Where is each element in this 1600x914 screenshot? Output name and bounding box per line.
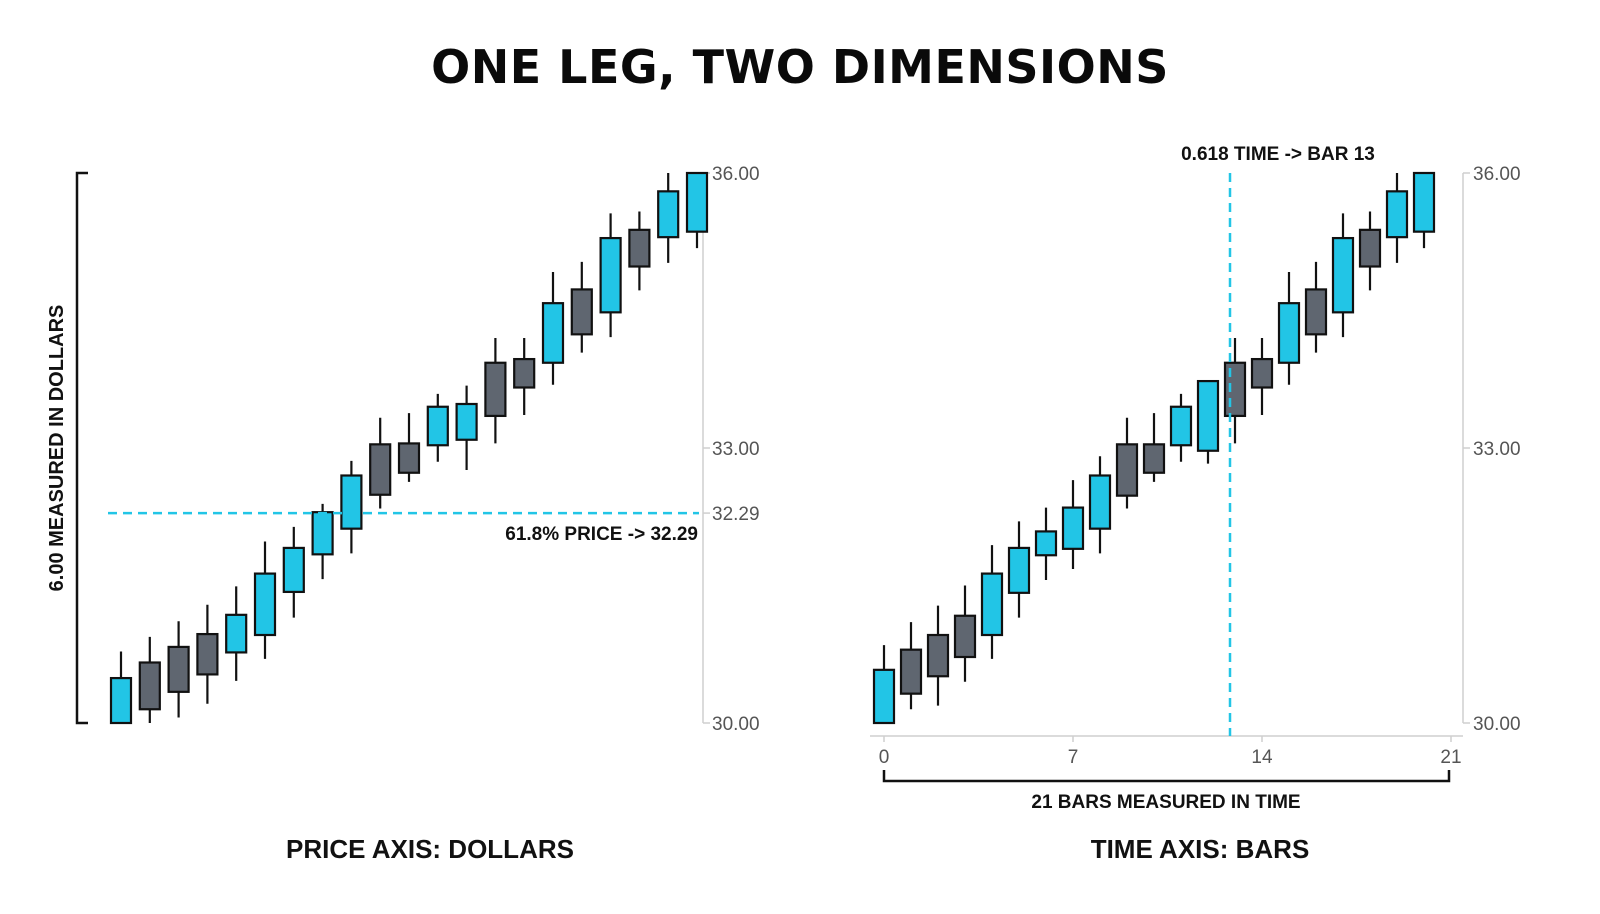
right-panel-candle-body (1061, 506, 1085, 550)
time-x-tick-label: 21 (1440, 747, 1461, 768)
right-panel-candle-body (1007, 546, 1031, 594)
left-panel-y-tick-label: 32.29 (712, 504, 760, 525)
left-panel-candle-body (513, 357, 536, 389)
left-panel-candle-body (109, 676, 133, 725)
left-panel-candle-body (253, 572, 277, 637)
right-panel-candle-body (1277, 302, 1301, 364)
right-panel-candle-body (953, 614, 977, 659)
left-panel-candle-body (426, 405, 449, 447)
left-panel-candle-body (685, 171, 709, 233)
left-panel-candle-body (541, 302, 565, 364)
time-x-tick-label: 0 (879, 747, 890, 768)
right-panel-candle-body (1358, 228, 1382, 268)
right-panel-candle-body (1250, 357, 1274, 389)
right-panel-candle-body (1169, 405, 1193, 447)
right-panel-candle-body (1115, 443, 1139, 497)
time-bracket-label: 21 BARS MEASURED IN TIME (1031, 792, 1300, 813)
time-range-bracket (882, 770, 1451, 783)
right-panel-candle-body (1034, 530, 1058, 557)
left-panel-candle-body (599, 236, 622, 314)
left-panel-y-tick-label: 36.00 (712, 164, 760, 185)
left-panel-candle-body (484, 361, 507, 418)
left-panel-candle-body (455, 402, 478, 441)
time-x-tick-label: 7 (1068, 747, 1079, 768)
left-panel-group: 36.00 33.00 32.29 30.00 (75, 164, 760, 735)
left-panel-candle-body (570, 288, 593, 336)
right-panel-candle-body (1088, 474, 1112, 530)
left-panel-candle-body (167, 645, 190, 693)
right-panel-candle-body (1223, 361, 1247, 418)
left-panel-candle-body (225, 613, 248, 654)
right-panel-candle-body (1142, 443, 1166, 474)
right-panel-candle-body (1304, 288, 1328, 336)
right-panel-y-tick-label: 36.00 (1473, 164, 1521, 185)
right-panel-candle-body (872, 668, 896, 725)
right-panel-y-tick-label: 30.00 (1473, 714, 1521, 735)
right-panel-caption: TIME AXIS: BARS (1090, 834, 1310, 864)
left-panel-candle-body (397, 442, 421, 474)
right-panel-candle-body (1385, 190, 1409, 239)
left-panel-y-tick-label: 33.00 (712, 439, 760, 460)
left-panel-caption: PRICE AXIS: DOLLARS (286, 834, 574, 864)
right-panel-candle-body (899, 648, 923, 695)
left-panel-candle-body (311, 511, 334, 556)
left-panel-y-tick-label: 30.00 (712, 714, 760, 735)
fib-time-label: 0.618 TIME -> BAR 13 (1181, 144, 1375, 165)
left-panel-candle-body (138, 661, 161, 711)
price-bracket-label: 6.00 MEASURED IN DOLLARS (46, 305, 68, 592)
right-panel-candle-body (1331, 236, 1355, 314)
left-panel-candle-body (340, 474, 363, 530)
time-x-tick-label: 14 (1251, 747, 1273, 768)
price-range-bracket (75, 171, 88, 725)
left-panel-candle-body (196, 632, 219, 676)
right-panel-candle-body (926, 633, 950, 678)
right-panel-candle-body (1412, 171, 1436, 233)
right-panel-group: 36.00 33.00 30.00 (870, 164, 1521, 783)
left-panel-candle-body (369, 443, 392, 496)
left-panel-candle-body (628, 228, 651, 268)
left-panel-candle-body (282, 546, 305, 594)
right-panel-y-tick-label: 33.00 (1473, 439, 1521, 460)
right-panel-candle-body (980, 572, 1004, 637)
left-panel-candle-body (657, 190, 680, 239)
chart-title: ONE LEG, TWO DIMENSIONS (431, 40, 1169, 94)
right-panel-candle-body (1196, 379, 1220, 452)
fib-price-label: 61.8% PRICE -> 32.29 (505, 524, 698, 545)
